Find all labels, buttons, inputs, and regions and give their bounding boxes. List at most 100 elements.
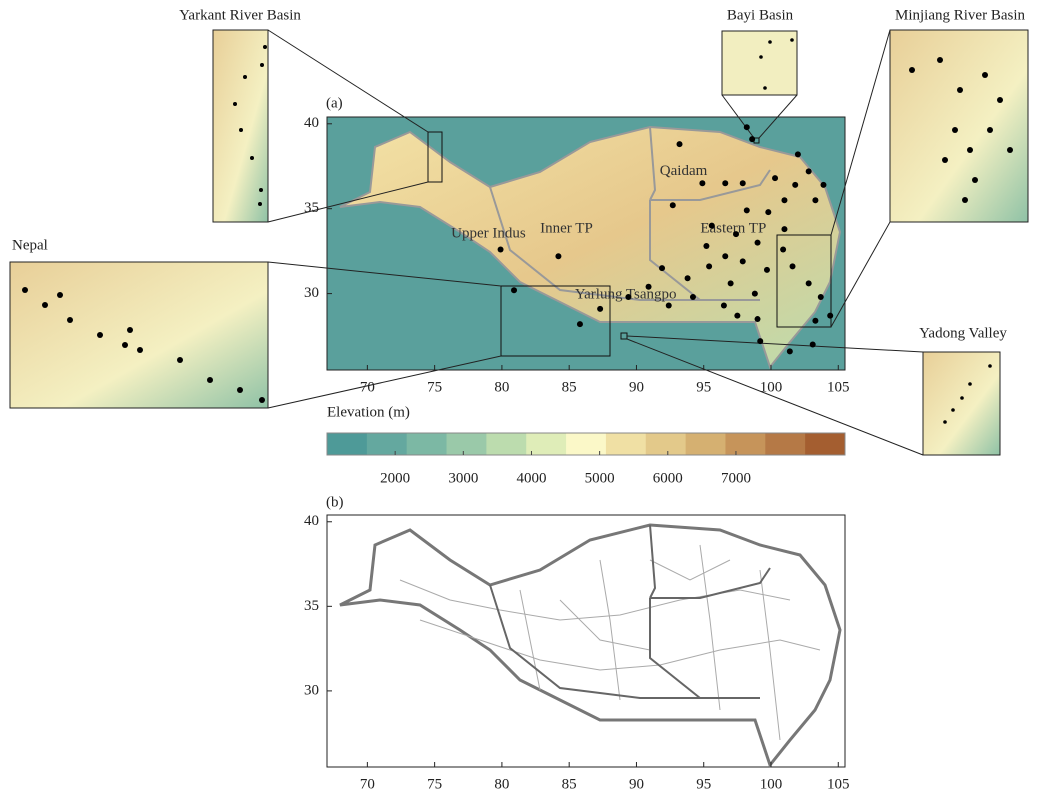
station bbox=[677, 141, 683, 147]
station bbox=[744, 207, 750, 213]
colorbar-swatch bbox=[367, 433, 407, 455]
station bbox=[555, 253, 561, 259]
station bbox=[755, 240, 761, 246]
colorbar-swatch bbox=[606, 433, 646, 455]
inset-title: Nepal bbox=[12, 237, 48, 253]
station bbox=[722, 253, 728, 259]
colorbar-swatch bbox=[686, 433, 726, 455]
station bbox=[721, 302, 727, 308]
station bbox=[795, 151, 801, 157]
y-tick-label: 40 bbox=[304, 513, 319, 529]
x-tick-label: 80 bbox=[494, 776, 509, 792]
station bbox=[728, 280, 734, 286]
station bbox=[772, 175, 778, 181]
station bbox=[752, 291, 758, 297]
colorbar-tick-label: 4000 bbox=[516, 470, 546, 486]
panel-label: (b) bbox=[326, 494, 344, 510]
figure: (a) Elevation (m) (b) bbox=[0, 0, 1061, 803]
colorbar-tick-label: 2000 bbox=[380, 470, 410, 486]
station bbox=[690, 294, 696, 300]
x-tick-label: 75 bbox=[427, 776, 442, 792]
x-tick-label: 85 bbox=[562, 776, 577, 792]
map-a bbox=[327, 117, 845, 370]
station bbox=[749, 136, 755, 142]
inset-title: Minjiang River Basin bbox=[895, 7, 1025, 23]
inset bbox=[10, 262, 268, 408]
station bbox=[818, 294, 824, 300]
region-label: Qaidam bbox=[660, 163, 708, 179]
station bbox=[781, 197, 787, 203]
station bbox=[764, 267, 770, 273]
colorbar-tick-label: 3000 bbox=[448, 470, 478, 486]
station bbox=[699, 180, 705, 186]
inset bbox=[890, 30, 1028, 222]
station bbox=[659, 265, 665, 271]
station bbox=[670, 202, 676, 208]
x-tick-label: 85 bbox=[562, 379, 577, 395]
x-tick-label: 70 bbox=[360, 379, 375, 395]
station bbox=[780, 246, 786, 252]
station bbox=[812, 318, 818, 324]
station bbox=[646, 284, 652, 290]
y-tick-label: 35 bbox=[304, 598, 319, 614]
station bbox=[597, 306, 603, 312]
station bbox=[790, 263, 796, 269]
station bbox=[511, 287, 517, 293]
station bbox=[733, 231, 739, 237]
x-tick-label: 75 bbox=[427, 379, 442, 395]
station bbox=[744, 124, 750, 130]
colorbar-swatch bbox=[765, 433, 805, 455]
colorbar-swatch bbox=[486, 433, 526, 455]
colorbar-tick-label: 5000 bbox=[585, 470, 615, 486]
station bbox=[812, 197, 818, 203]
x-tick-label: 95 bbox=[696, 776, 711, 792]
station bbox=[827, 313, 833, 319]
station bbox=[810, 342, 816, 348]
station bbox=[625, 294, 631, 300]
station bbox=[703, 243, 709, 249]
colorbar-swatch bbox=[327, 433, 367, 455]
station bbox=[740, 180, 746, 186]
colorbar-tick-label: 7000 bbox=[721, 470, 751, 486]
station bbox=[781, 226, 787, 232]
colorbar-swatch bbox=[566, 433, 606, 455]
x-tick-label: 80 bbox=[494, 379, 509, 395]
region-label: Upper Indus bbox=[451, 226, 526, 242]
inset-title: Yadong Valley bbox=[919, 325, 1007, 341]
station bbox=[765, 209, 771, 215]
colorbar-swatch bbox=[407, 433, 447, 455]
station bbox=[498, 246, 504, 252]
x-tick-label: 90 bbox=[629, 379, 644, 395]
station bbox=[706, 263, 712, 269]
region-label: Inner TP bbox=[540, 221, 593, 237]
station bbox=[709, 223, 715, 229]
x-tick-label: 90 bbox=[629, 776, 644, 792]
colorbar-swatch bbox=[805, 433, 845, 455]
panel-label: (a) bbox=[326, 95, 343, 111]
inset bbox=[213, 30, 268, 222]
inset bbox=[923, 352, 1000, 455]
y-tick-label: 30 bbox=[304, 285, 319, 301]
station bbox=[755, 316, 761, 322]
colorbar-swatch bbox=[646, 433, 686, 455]
colorbar-swatch bbox=[526, 433, 566, 455]
station bbox=[722, 180, 728, 186]
station bbox=[685, 275, 691, 281]
station bbox=[740, 258, 746, 264]
x-tick-label: 95 bbox=[696, 379, 711, 395]
y-tick-label: 40 bbox=[304, 115, 319, 131]
colorbar-swatch bbox=[725, 433, 765, 455]
x-tick-label: 105 bbox=[827, 379, 850, 395]
station bbox=[757, 338, 763, 344]
x-tick-label: 100 bbox=[760, 776, 783, 792]
inset-title: Yarkant River Basin bbox=[179, 7, 301, 23]
y-tick-label: 35 bbox=[304, 200, 319, 216]
x-tick-label: 105 bbox=[827, 776, 850, 792]
station bbox=[666, 302, 672, 308]
colorbar-tick-label: 6000 bbox=[653, 470, 683, 486]
station bbox=[806, 280, 812, 286]
station bbox=[820, 182, 826, 188]
x-tick-label: 70 bbox=[360, 776, 375, 792]
station bbox=[792, 182, 798, 188]
inset bbox=[722, 31, 797, 95]
